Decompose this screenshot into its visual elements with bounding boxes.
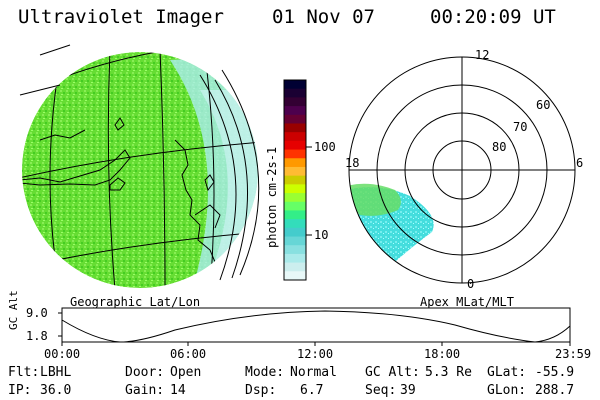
colorbar-band <box>284 210 306 220</box>
colorbar-band <box>284 106 306 116</box>
ip-value: 36.0 <box>40 383 72 398</box>
colorbar-band <box>284 262 306 272</box>
ip-label: IP: <box>8 383 32 398</box>
time-tick-0000: 00:00 <box>44 347 81 361</box>
colorbar-band <box>284 158 306 168</box>
mlt-label-12: 12 <box>475 48 490 62</box>
instrument-title: Ultraviolet Imager <box>18 6 224 28</box>
lat-label-70: 70 <box>513 120 528 134</box>
glat-value: -55.9 <box>535 365 575 380</box>
colorbar-tick-100: 100 <box>314 140 336 154</box>
gc-alt-axis-label: GC Alt <box>7 290 20 330</box>
dsp-label: Dsp: <box>245 383 277 398</box>
gc-alt-info-value: 5.3 Re <box>425 365 472 380</box>
colorbar-band <box>284 97 306 107</box>
colorbar-band <box>284 253 306 264</box>
colorbar-band <box>284 149 306 159</box>
colorbar-band <box>284 88 306 98</box>
lat-label-60: 60 <box>536 98 551 112</box>
colorbar-band <box>284 193 306 203</box>
colorbar-band <box>284 123 306 133</box>
polar-label: Apex MLat/MLT <box>420 295 514 309</box>
seq-label: Seq: <box>365 383 397 398</box>
colorbar-band <box>284 140 306 151</box>
gc-alt-info-label: GC Alt: <box>365 365 420 380</box>
altitude-curve <box>61 310 571 343</box>
colorbar-tick-10: 10 <box>314 228 329 242</box>
colorbar-unit-label: photon cm-2s-1 <box>265 146 279 248</box>
alt-tick-1.8: 1.8 <box>26 329 48 343</box>
colorbar-band <box>284 132 306 142</box>
colorbar-band <box>284 166 306 177</box>
mlt-label-6: 6 <box>576 156 584 170</box>
date-label: 01 Nov 07 <box>272 6 375 28</box>
dsp-value: 6.7 <box>300 383 324 398</box>
globe-label: Geographic Lat/Lon <box>70 295 201 309</box>
globe-limb-lines <box>19 44 260 281</box>
colorbar-band <box>284 227 306 238</box>
colorbar-band <box>284 175 306 185</box>
colorbar-band <box>284 271 306 281</box>
mlt-label-0: 0 <box>467 277 475 291</box>
colorbar-band <box>284 219 306 229</box>
lat-label-80: 80 <box>492 140 507 154</box>
gain-label: Gain: <box>125 383 165 398</box>
time-label: 00:20:09 UT <box>430 6 556 28</box>
time-tick-0600: 06:00 <box>170 347 207 361</box>
door-label: Door: <box>125 365 165 380</box>
flt-value: LBHL <box>40 365 72 380</box>
seq-value: 39 <box>400 383 416 398</box>
glat-label: GLat: <box>487 365 527 380</box>
polar-plot <box>348 56 576 284</box>
gain-value: 14 <box>170 383 186 398</box>
colorbar-band <box>284 236 306 246</box>
colorbar-band <box>284 184 306 194</box>
mode-value: Normal <box>290 365 337 380</box>
mlt-label-18: 18 <box>345 156 360 170</box>
colorbar-band <box>284 245 306 255</box>
altitude-plot <box>58 307 571 346</box>
mode-label: Mode: <box>245 365 285 380</box>
colorbar-band <box>284 114 306 124</box>
colorbar-band <box>284 201 306 211</box>
alt-tick-9: 9.0 <box>26 306 48 320</box>
time-tick-1800: 18:00 <box>424 347 461 361</box>
glon-label: GLon: <box>487 383 527 398</box>
colorbar <box>284 80 306 281</box>
glon-value: 288.7 <box>535 383 575 398</box>
flt-label: Flt: <box>8 365 40 380</box>
time-tick-2359: 23:59 <box>555 347 592 361</box>
time-tick-1200: 12:00 <box>297 347 334 361</box>
colorbar-frame <box>283 79 307 281</box>
door-value: Open <box>170 365 202 380</box>
colorbar-band <box>284 80 306 90</box>
